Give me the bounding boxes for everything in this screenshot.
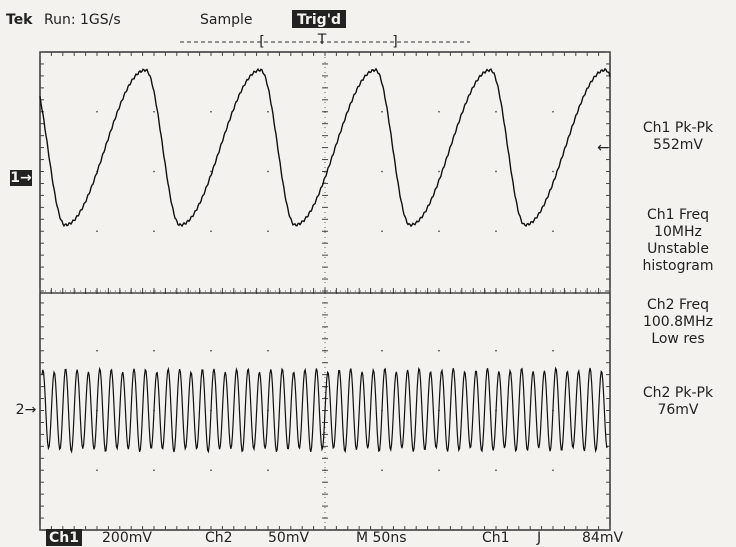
- grid-dot: [495, 469, 497, 472]
- grid-dot: [495, 110, 497, 113]
- bracket: [: [259, 34, 264, 50]
- ch1-marker-box: [10, 170, 32, 186]
- measurement-line: Ch1 Pk-Pk: [643, 120, 714, 136]
- trigger-level: 84mV: [582, 530, 623, 546]
- measurement-line: Ch1 Freq: [647, 207, 709, 223]
- grid-dot: [552, 230, 554, 233]
- measurement-line: 10MHz: [654, 224, 702, 240]
- ch2-marker: 2→: [16, 402, 37, 418]
- grid-dot: [210, 349, 212, 352]
- grid-dot: [552, 349, 554, 352]
- grid-dot: [438, 170, 440, 173]
- grid-dot: [495, 230, 497, 233]
- grid-dot: [96, 110, 98, 113]
- grid-dot: [153, 170, 155, 173]
- trigger-level-marker: ←: [597, 140, 609, 156]
- grid-dot: [438, 469, 440, 472]
- run-status: Run: 1GS/s: [44, 12, 121, 28]
- grid-dot: [210, 110, 212, 113]
- grid-dot: [438, 110, 440, 113]
- grid-dot: [267, 170, 269, 173]
- grid-dot: [96, 469, 98, 472]
- grid-dot: [552, 110, 554, 113]
- grid-dot: [381, 170, 383, 173]
- measurement-line: Unstable: [647, 241, 709, 257]
- ch1-scale: 200mV: [102, 530, 152, 546]
- grid-dot: [153, 349, 155, 352]
- grid-dot: [381, 349, 383, 352]
- trig-box: [292, 10, 346, 28]
- brand: Tek: [6, 12, 33, 28]
- grid-dot: [438, 230, 440, 233]
- trig-status: Trig'd: [297, 12, 341, 28]
- ch2-label: Ch2: [205, 530, 233, 546]
- trigger-slope: J: [536, 530, 541, 546]
- measurement-line: Ch2 Pk-Pk: [643, 385, 714, 401]
- measurement-line: 76mV: [657, 402, 698, 418]
- measurement-line: 552mV: [653, 137, 703, 153]
- acq-mode: Sample: [200, 12, 253, 28]
- ch1-trace: [39, 67, 611, 228]
- ch1-label: Ch1: [49, 530, 79, 546]
- ch1-box: [46, 529, 82, 546]
- grid-dot: [210, 170, 212, 173]
- grid-dot: [552, 469, 554, 472]
- grid-dot: [153, 469, 155, 472]
- grid-dot: [552, 170, 554, 173]
- ch1-marker: 1→: [10, 170, 32, 186]
- grid-dot: [381, 469, 383, 472]
- grid-dot: [153, 230, 155, 233]
- grid-dot: [381, 230, 383, 233]
- trigger-source: Ch1: [482, 530, 510, 546]
- grid-dot: [267, 110, 269, 113]
- grid-dot: [267, 469, 269, 472]
- grid: [39, 51, 611, 531]
- grid-dot: [210, 230, 212, 233]
- grid-dot: [267, 230, 269, 233]
- grid-dot: [495, 349, 497, 352]
- ch2-trace: [41, 366, 608, 454]
- measurement-line: Low res: [651, 331, 704, 347]
- grid-dot: [210, 469, 212, 472]
- grid-dot: [96, 230, 98, 233]
- grid-dot: [153, 110, 155, 113]
- grid-dot: [495, 170, 497, 173]
- measurement-line: Ch2 Freq: [647, 297, 709, 313]
- grid-dot: [96, 349, 98, 352]
- grid-dot: [267, 349, 269, 352]
- grid-dot: [438, 349, 440, 352]
- measurement-line: 100.8MHz: [643, 314, 713, 330]
- bracket: ]: [392, 34, 397, 50]
- grid-dot: [381, 110, 383, 113]
- timebase: M 50ns: [356, 530, 407, 546]
- ch2-scale: 50mV: [268, 530, 309, 546]
- measurement-line: histogram: [643, 258, 714, 274]
- trigger-pos: T: [317, 32, 327, 48]
